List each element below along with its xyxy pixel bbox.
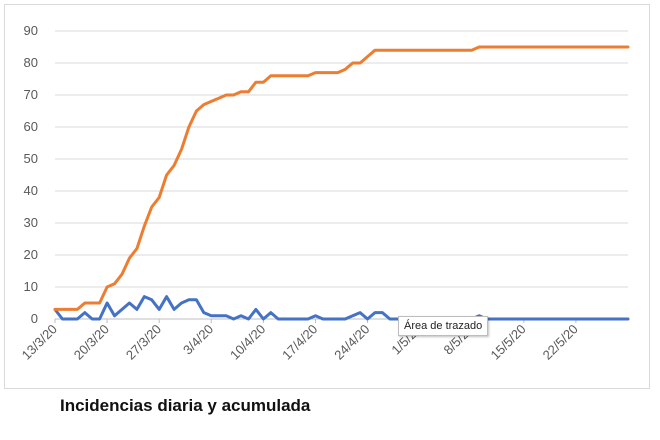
x-tick-label: 22/5/20 (540, 321, 581, 362)
x-tick-label: 13/3/20 (19, 321, 60, 362)
y-tick-label: 40 (24, 183, 38, 198)
y-tick-label: 70 (24, 87, 38, 102)
y-tick-label: 60 (24, 119, 38, 134)
y-tick-label: 0 (31, 311, 38, 326)
y-tick-label: 90 (24, 23, 38, 38)
x-tick-label: 15/5/20 (487, 321, 528, 362)
y-tick-label: 80 (24, 55, 38, 70)
series-line-1 (53, 295, 630, 321)
chart-caption: Incidencias diaria y acumulada (60, 396, 311, 415)
y-tick-label: 30 (24, 215, 38, 230)
x-tick-label: 27/3/20 (123, 321, 164, 362)
x-tick-label: 10/4/20 (227, 321, 268, 362)
line-chart: 0 10 20 30 40 50 60 70 80 90 13/3/20 20/3/20 27/3/20… (19, 23, 630, 363)
x-tick-label: 20/3/20 (71, 321, 112, 362)
y-tick-label: 20 (24, 247, 38, 262)
y-tick-label: 10 (24, 279, 38, 294)
chart-frame (4, 4, 650, 389)
x-tick-label: 3/4/20 (180, 321, 216, 357)
series-line-2 (53, 45, 630, 311)
plot-area-tooltip: Área de trazado (398, 316, 489, 336)
x-tick-label: 24/4/20 (331, 321, 372, 362)
x-tick-label: 17/4/20 (279, 321, 320, 362)
y-tick-label: 50 (24, 151, 38, 166)
